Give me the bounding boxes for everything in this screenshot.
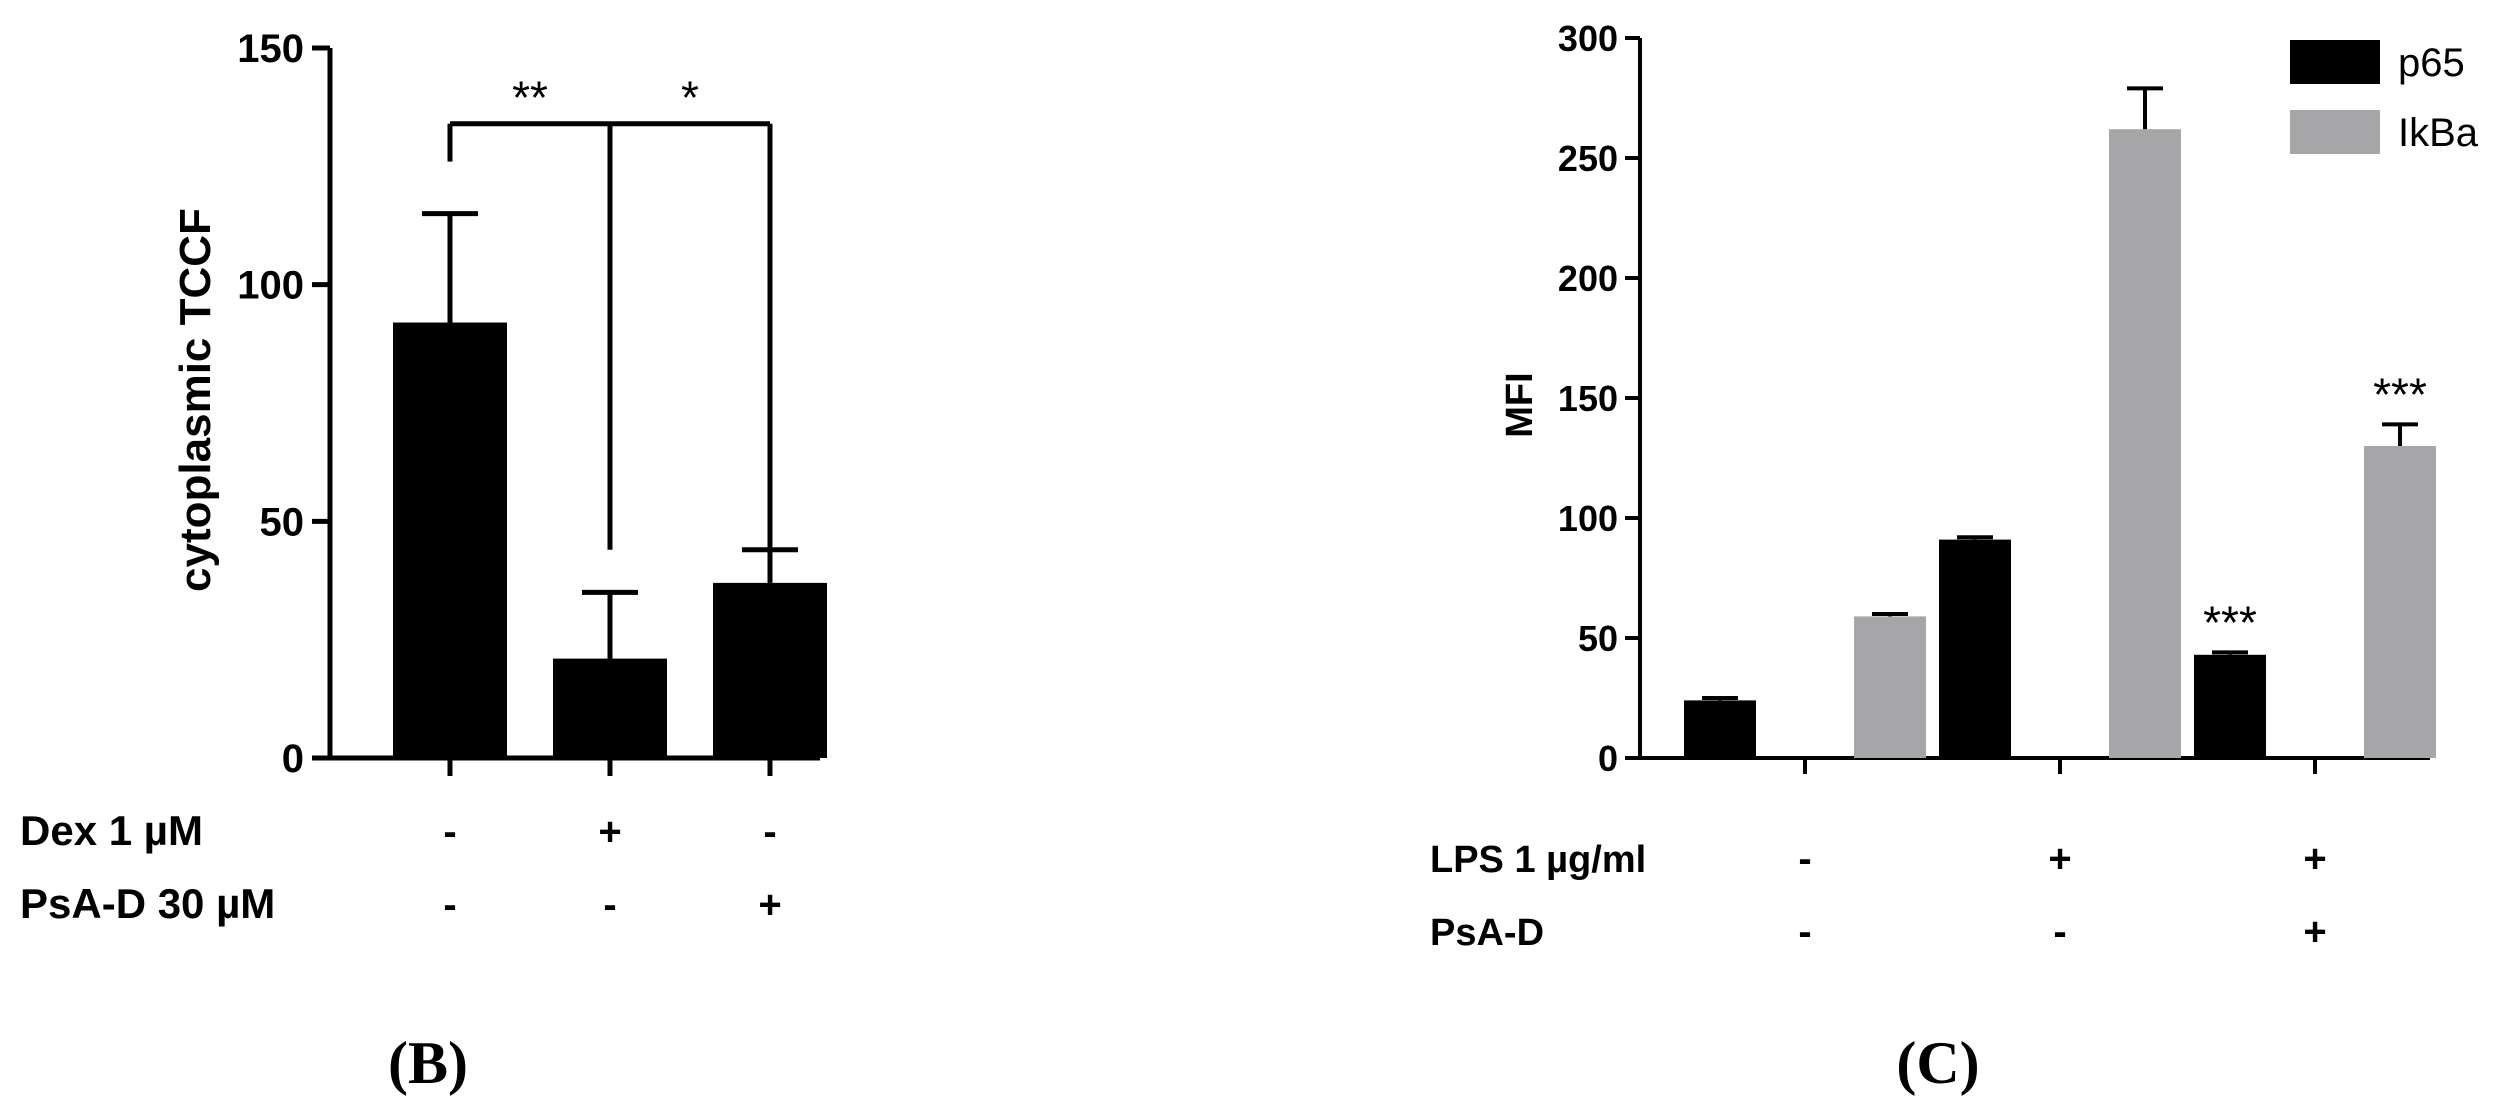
chart-c-legend-label: p65 (2398, 41, 2465, 85)
chart-c-bar-ikba (2364, 446, 2436, 758)
chart-b-treatment-sign: - (443, 810, 456, 854)
chart-b-y-tick-label: 0 (282, 737, 304, 781)
chart-c-y-tick-label: 50 (1578, 618, 1618, 659)
chart-c-significance-label: *** (2373, 368, 2427, 420)
chart-b-treatment-sign: - (763, 810, 776, 854)
chart-c-y-tick-label: 200 (1558, 258, 1618, 299)
chart-c-bar-p65 (1939, 539, 2011, 758)
chart-c-y-tick-label: 250 (1558, 138, 1618, 179)
chart-b-treatment-label: PsA-D 30 µM (20, 880, 275, 927)
chart-b-y-tick-label: 150 (237, 27, 304, 71)
chart-b-bar (713, 582, 827, 758)
chart-c-legend-swatch (2290, 40, 2380, 84)
chart-c: MFI 0 50 100 150 200 250 300 *** *** p65 IkBa LPS 1… (1430, 18, 2479, 954)
chart-c-treatment-label: LPS 1 µg/ml (1430, 839, 1646, 881)
chart-c-y-tick-label: 0 (1598, 738, 1618, 779)
chart-c-y-axis-label: MFI (1499, 372, 1541, 437)
chart-c-y-tick-label: 300 (1558, 18, 1618, 59)
chart-c-treatment-sign: + (2048, 837, 2071, 881)
chart-c-y-tick-label: 100 (1558, 498, 1618, 539)
panel-label-b: (B) (388, 1030, 468, 1096)
chart-c-plot: 0 50 100 150 200 250 300 *** *** p65 IkBa LPS 1 µg/… (1430, 18, 2479, 954)
chart-b-significance-label: ** (512, 72, 548, 124)
chart-b-treatment-sign: + (758, 883, 781, 927)
chart-c-bar-p65 (2194, 654, 2266, 758)
chart-c-treatment-label: PsA-D (1430, 912, 1544, 954)
chart-b-treatment-sign: + (598, 810, 621, 854)
chart-c-treatment-sign: - (1798, 837, 1811, 881)
panel-label-c: (C) (1896, 1030, 1979, 1096)
chart-b-bar (553, 658, 667, 758)
chart-b-treatment-label: Dex 1 µM (20, 807, 203, 854)
chart-c-legend-label: IkBa (2398, 111, 2479, 155)
chart-b-treatment-sign: - (603, 883, 616, 927)
chart-c-treatment-sign: + (2303, 837, 2326, 881)
chart-b-y-tick-label: 100 (237, 264, 304, 308)
chart-c-bar-ikba (2109, 129, 2181, 758)
chart-c-bar-p65 (1684, 700, 1756, 758)
chart-b-y-axis-label: cytoplasmic TCCF (171, 208, 220, 592)
chart-b-y-tick-label: 50 (260, 500, 305, 544)
chart-b-treatment-sign: - (443, 883, 456, 927)
chart-c-legend-swatch (2290, 110, 2380, 154)
chart-c-treatment-sign: + (2303, 910, 2326, 954)
chart-b-significance-label: * (681, 72, 699, 124)
chart-c-bar-ikba (1854, 616, 1926, 758)
chart-c-significance-label: *** (2203, 596, 2257, 648)
chart-c-treatment-sign: - (2053, 910, 2066, 954)
chart-c-treatment-sign: - (1798, 910, 1811, 954)
chart-c-legend: p65 IkBa (2290, 40, 2479, 155)
chart-b-bar (393, 322, 507, 758)
chart-c-y-tick-label: 150 (1558, 378, 1618, 419)
